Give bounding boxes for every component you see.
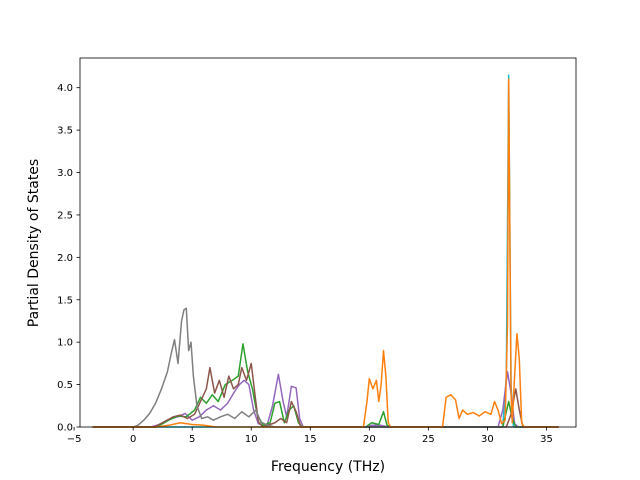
y-axis-label: Partial Density of States bbox=[26, 159, 42, 327]
x-tick-label: 30 bbox=[481, 434, 494, 445]
axes-frame bbox=[79, 57, 577, 428]
x-tick-label: 0 bbox=[130, 434, 136, 445]
x-axis-label: Frequency (THz) bbox=[271, 459, 385, 475]
axes: −5 0 5 10 15 20 25 30 35 0.0 0.5 1.0 1.5 2.0 2.5 3.0 3.5… bbox=[57, 57, 577, 445]
y-tick-label: 1.5 bbox=[57, 295, 73, 306]
y-tick-label: 4.0 bbox=[57, 83, 73, 94]
y-tick-label: 0.5 bbox=[57, 380, 73, 391]
y-tick-label: 0.0 bbox=[57, 423, 73, 434]
y-tick-label: 2.5 bbox=[57, 210, 73, 221]
y-tick-label: 3.0 bbox=[57, 168, 73, 179]
x-tick-label: 20 bbox=[363, 434, 376, 445]
x-tick-label: 10 bbox=[245, 434, 258, 445]
y-tick-label: 2.0 bbox=[57, 253, 73, 264]
x-tick-label: 5 bbox=[189, 434, 195, 445]
x-tick-label: 15 bbox=[304, 434, 317, 445]
series-line-3 bbox=[92, 343, 560, 428]
series-line-5 bbox=[92, 307, 560, 428]
y-tick-label: 3.5 bbox=[57, 126, 73, 137]
x-tick-label: 25 bbox=[422, 434, 435, 445]
y-tick-label: 1.0 bbox=[57, 338, 73, 349]
x-tick-label: 35 bbox=[540, 434, 553, 445]
x-tick-label: −5 bbox=[67, 434, 82, 445]
